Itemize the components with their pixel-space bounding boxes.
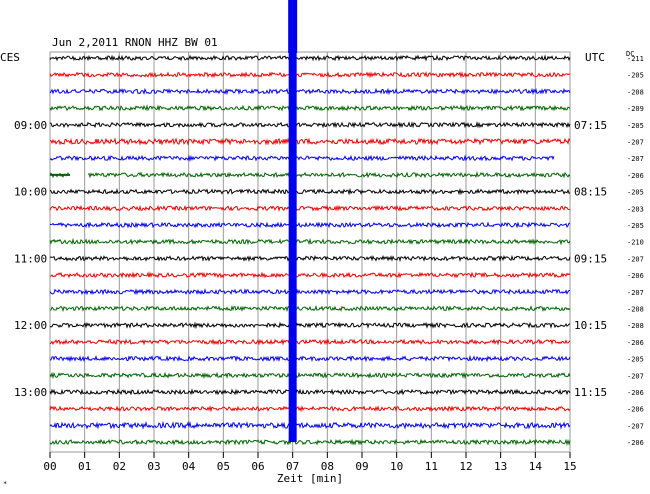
x-tick-label: 09 (355, 460, 368, 473)
dc-offset-label: -206 (627, 172, 644, 180)
x-tick-label: 06 (251, 460, 264, 473)
corner-mark: * (3, 480, 7, 488)
trace-line (49, 204, 571, 212)
trace-line (49, 405, 571, 413)
trace-line (49, 371, 571, 380)
x-tick-label: 15 (563, 460, 576, 473)
chart-title: Jun 2,2011 RNON HHZ BW 01 (52, 36, 218, 49)
event-marker-group (288, 0, 298, 442)
trace-line (49, 438, 571, 446)
x-tick-label: 04 (182, 460, 196, 473)
x-tick-label: 12 (459, 460, 472, 473)
trace-line (49, 54, 571, 62)
trace-line (49, 420, 571, 430)
trace-line (49, 254, 571, 263)
dc-offset-label: -208 (627, 306, 644, 314)
trace-line (49, 87, 571, 96)
trace-line (49, 187, 571, 196)
trace-line (49, 321, 571, 330)
trace-group (49, 54, 571, 446)
dc-offset-label: -209 (627, 105, 644, 113)
x-tick-label: 10 (390, 460, 403, 473)
dc-offset-label: -207 (627, 422, 644, 430)
left-axis-label: CES (0, 51, 20, 64)
plot-frame (49, 51, 571, 453)
dc-offset-label: -205 (627, 122, 644, 130)
x-tick-label: 11 (425, 460, 438, 473)
dc-offset-label: -206 (627, 406, 644, 414)
dc-offset-label: -206 (627, 339, 644, 347)
dc-offset-label: -203 (627, 205, 644, 213)
trace-line (49, 104, 571, 112)
left-time-label: 10:00 (14, 186, 47, 199)
dc-label: DC (626, 50, 634, 58)
x-tick-label: 00 (43, 460, 56, 473)
event-marker-top (288, 0, 298, 53)
dc-offset-label: -206 (627, 439, 644, 447)
dc-offset-label: -207 (627, 155, 644, 163)
left-time-label: 09:00 (14, 119, 47, 132)
x-axis-label: Zeit [min] (277, 472, 343, 485)
trace-line (49, 71, 571, 79)
dc-offset-label: -208 (627, 88, 644, 96)
left-time-label: 13:00 (14, 386, 47, 399)
dc-offset-label: -206 (627, 389, 644, 397)
dc-offset-label: -207 (627, 255, 644, 263)
x-tick-label: 03 (147, 460, 160, 473)
dc-offset-label: -206 (627, 272, 644, 280)
left-time-labels: 09:00 10:00 11:00 12:00 13:00 (14, 119, 47, 399)
trace-line (49, 237, 571, 246)
x-tick-label: 01 (78, 460, 91, 473)
right-time-label: 07:15 (574, 119, 607, 132)
x-tick-label: 08 (321, 460, 334, 473)
trace-line (49, 221, 570, 229)
trace-line (49, 154, 555, 162)
dc-offset-label: -205 (627, 222, 644, 230)
x-tick-label: 14 (529, 460, 543, 473)
trace-line (49, 304, 571, 313)
dc-offset-label: -205 (627, 189, 644, 197)
trace-line (49, 288, 570, 296)
right-time-label: 09:15 (574, 252, 607, 265)
trace-line (49, 388, 571, 396)
right-time-labels: 07:15 08:15 09:15 10:15 11:15 (574, 119, 607, 399)
trace-line (49, 120, 571, 129)
x-tick-label: 07 (286, 460, 299, 473)
dc-offset-label: -207 (627, 372, 644, 380)
event-marker-bar (288, 52, 297, 442)
trace-line (49, 171, 571, 179)
dc-offset-label: -208 (627, 322, 644, 330)
x-tick-label: 13 (494, 460, 507, 473)
dc-offset-label: -207 (627, 139, 644, 147)
dc-offset-label: -205 (627, 72, 644, 80)
trace-line (49, 354, 571, 363)
left-time-label: 12:00 (14, 319, 47, 332)
x-tick-label: 05 (217, 460, 230, 473)
right-time-label: 10:15 (574, 319, 607, 332)
right-axis-label: UTC (585, 51, 605, 64)
right-time-label: 08:15 (574, 186, 607, 199)
right-time-label: 11:15 (574, 386, 607, 399)
x-tick-labels: 00 01 02 03 04 05 06 07 08 09 10 11 12 13 14 15 (43, 460, 576, 473)
dc-offset-labels: -211 -205 -208 -209 -205 -207 -207 -206 -205 -203… (627, 55, 644, 447)
chart-grid (49, 51, 571, 458)
trace-line (49, 338, 571, 346)
x-tick-label: 02 (113, 460, 126, 473)
trace-line (49, 271, 571, 279)
trace-line (49, 137, 571, 146)
dc-offset-label: -207 (627, 289, 644, 297)
dc-offset-label: -205 (627, 356, 644, 364)
left-time-label: 11:00 (14, 252, 47, 265)
dc-offset-label: -210 (627, 239, 644, 247)
dc-offset-label: -211 (627, 55, 644, 63)
